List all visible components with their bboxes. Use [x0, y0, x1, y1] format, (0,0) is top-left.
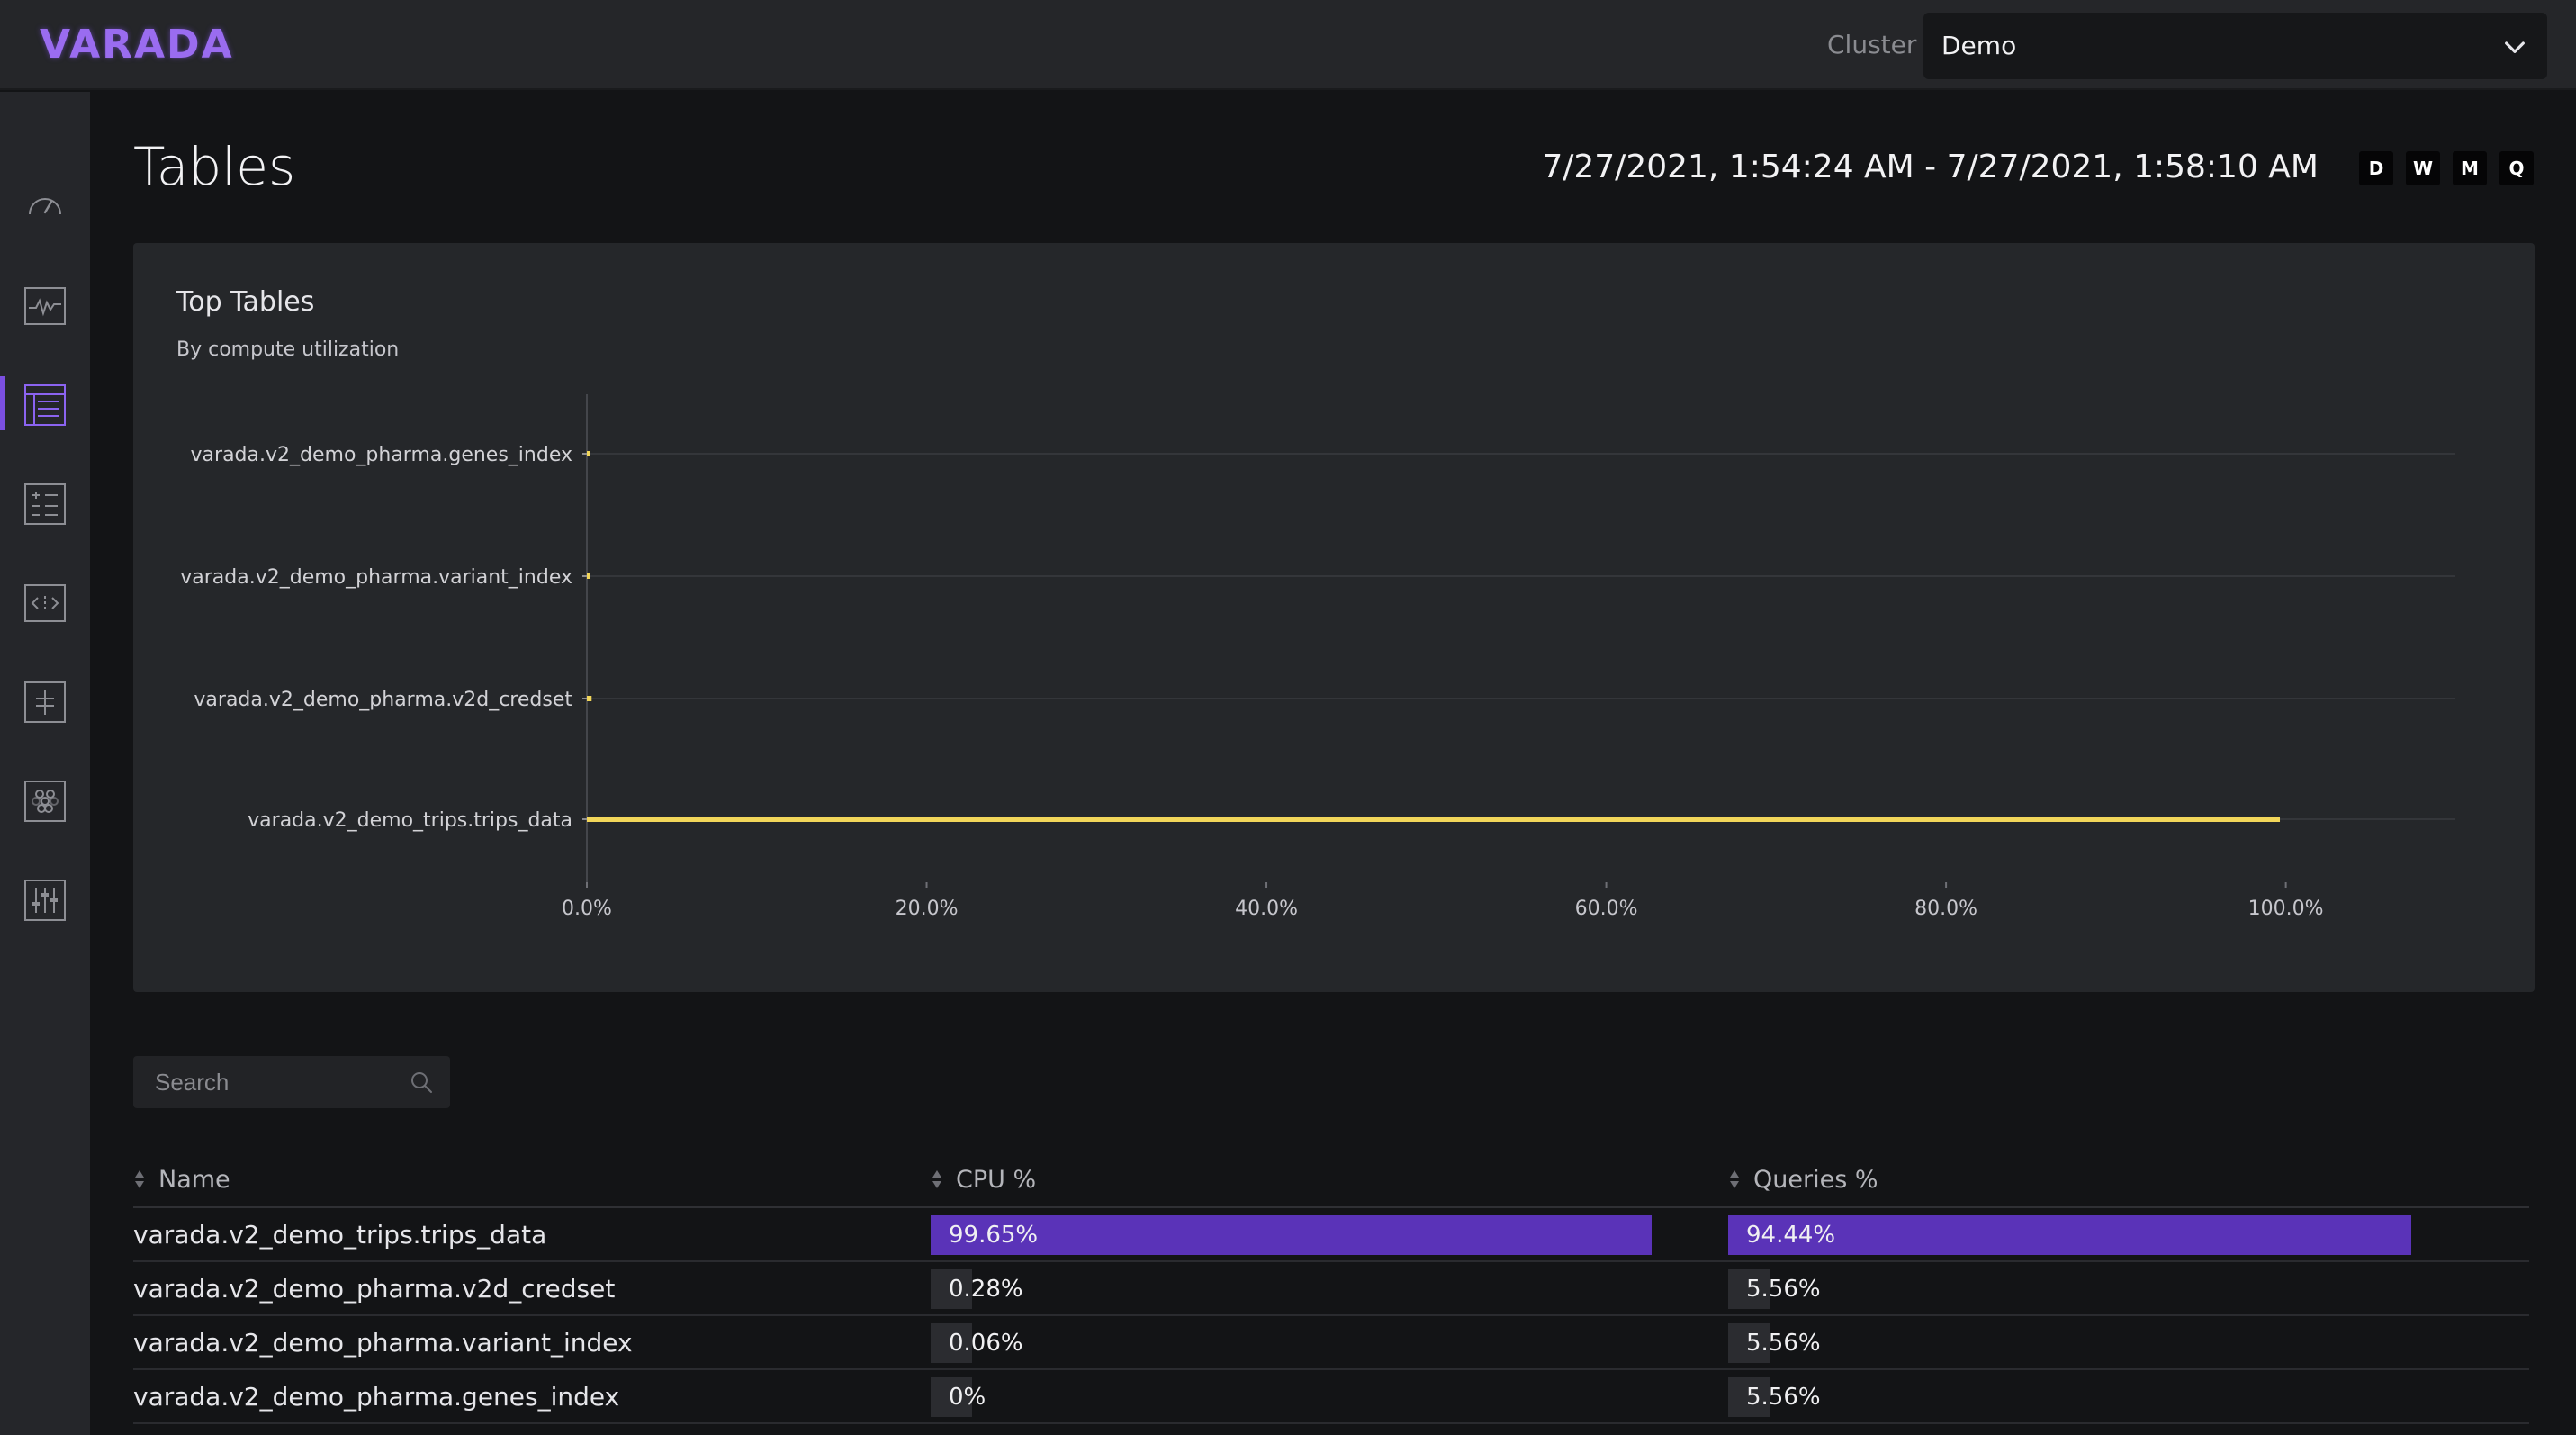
chart-bar: [587, 696, 592, 701]
queries-bar-track: [1728, 1323, 1770, 1363]
grapes-icon: [24, 781, 66, 822]
range-quarter-button[interactable]: Q: [2499, 151, 2534, 185]
chart-category-label: varada.v2_demo_pharma.genes_index: [191, 444, 572, 466]
split-icon: [24, 681, 66, 723]
chart-bar: [587, 817, 2281, 822]
table-icon: [24, 384, 66, 426]
column-header-name[interactable]: Name: [133, 1152, 230, 1206]
cpu-value: 0%: [949, 1384, 986, 1411]
cpu-value: 99.65%: [949, 1222, 1039, 1249]
chart-bar: [587, 451, 590, 456]
sidebar-item-list[interactable]: [0, 465, 90, 540]
chart-x-tick-label: 80.0%: [1914, 898, 1977, 920]
cpu-bar-track: [931, 1269, 972, 1309]
range-week-button[interactable]: W: [2406, 151, 2440, 185]
search-icon[interactable]: [409, 1069, 434, 1095]
sidebar-item-split[interactable]: [0, 663, 90, 738]
sidebar-item-tables[interactable]: [0, 366, 90, 441]
queries-bar-track: [1728, 1377, 1770, 1417]
table-cell-queries: 94.44%: [1728, 1215, 2452, 1255]
table-cell-name: varada.v2_demo_pharma.variant_index: [133, 1328, 633, 1358]
date-range[interactable]: 7/27/2021, 1:54:24 AM - 7/27/2021, 1:58:…: [1542, 149, 2319, 185]
chart-category-label: varada.v2_demo_pharma.variant_index: [180, 566, 572, 589]
queries-bar-track: [1728, 1269, 1770, 1309]
sidebar-item-grapes[interactable]: [0, 762, 90, 837]
varada-logo[interactable]: VARADA: [40, 22, 234, 68]
table-row[interactable]: varada.v2_demo_pharma.v2d_credset 0.28% 5.…: [133, 1262, 2529, 1316]
sidebar-item-activity[interactable]: [0, 266, 90, 342]
chart-x-tick-label: 0.0%: [562, 898, 612, 920]
sidebar-item-code[interactable]: [0, 564, 90, 639]
chart-category-label: varada.v2_demo_trips.trips_data: [248, 809, 572, 832]
queries-bar-fill: [1728, 1215, 2412, 1255]
table-cell-cpu: 99.65%: [931, 1215, 1654, 1255]
range-month-button[interactable]: M: [2453, 151, 2487, 185]
cpu-value: 0.28%: [949, 1276, 1023, 1303]
chart-x-tick-label: 60.0%: [1575, 898, 1638, 920]
page-title: Tables: [133, 136, 296, 197]
cpu-value: 0.06%: [949, 1330, 1023, 1357]
cluster-select-value: Demo: [1941, 31, 2017, 60]
card-title: Top Tables: [176, 286, 315, 318]
table-cell-name: varada.v2_demo_pharma.genes_index: [133, 1382, 620, 1412]
top-bar: VARADA Cluster Demo: [0, 0, 2576, 90]
range-day-button[interactable]: D: [2359, 151, 2393, 185]
chart-x-tick-label: 20.0%: [896, 898, 959, 920]
table-cell-queries: 5.56%: [1728, 1269, 2452, 1309]
top-tables-card: Top Tables By compute utilization varada…: [133, 243, 2535, 992]
cluster-label: Cluster: [1827, 30, 1917, 59]
sidebar-item-dashboard[interactable]: [0, 167, 90, 243]
gauge-icon: [29, 198, 61, 215]
table-cell-cpu: 0.28%: [931, 1269, 1654, 1309]
table-row[interactable]: varada.v2_demo_trips.trips_data 99.65% 94.…: [133, 1208, 2529, 1262]
sidebar-item-settings[interactable]: [0, 861, 90, 936]
sort-icon: [1730, 1170, 1739, 1188]
top-tables-chart: varada.v2_demo_pharma.genes_index varada.…: [180, 394, 2455, 920]
queries-value: 94.44%: [1746, 1222, 1836, 1249]
sidebar-nav: [0, 92, 90, 1435]
table-row[interactable]: varada.v2_demo_pharma.variant_index 0.06%…: [133, 1316, 2529, 1370]
list-icon: [24, 483, 66, 525]
chart-x-tick-label: 40.0%: [1235, 898, 1298, 920]
cluster-select[interactable]: Demo: [1923, 13, 2547, 79]
column-header-cpu-label: CPU %: [956, 1165, 1037, 1194]
table-cell-queries: 5.56%: [1728, 1323, 2452, 1363]
column-header-name-label: Name: [158, 1165, 230, 1194]
chart-bar: [587, 573, 590, 579]
cpu-bar-track: [931, 1377, 972, 1417]
search-box: [133, 1056, 450, 1108]
sort-icon: [135, 1170, 144, 1188]
column-header-queries-label: Queries %: [1753, 1165, 1878, 1194]
queries-value: 5.56%: [1746, 1276, 1821, 1303]
table-row[interactable]: varada.v2_demo_pharma.genes_index 0% 5.56%: [133, 1370, 2529, 1424]
chevron-down-icon: [2505, 41, 2525, 53]
table-cell-queries: 5.56%: [1728, 1377, 2452, 1417]
table-header-divider: [133, 1206, 2529, 1208]
chart-category-label: varada.v2_demo_pharma.v2d_credset: [194, 689, 572, 711]
sort-icon: [932, 1170, 941, 1188]
table-cell-cpu: 0%: [931, 1377, 1654, 1417]
table-cell-name: varada.v2_demo_pharma.v2d_credset: [133, 1274, 616, 1304]
card-subtitle: By compute utilization: [176, 338, 400, 361]
code-icon: [24, 584, 66, 622]
sliders-icon: [24, 880, 66, 921]
chart-x-tick-label: 100.0%: [2248, 898, 2324, 920]
queries-value: 5.56%: [1746, 1330, 1821, 1357]
queries-value: 5.56%: [1746, 1384, 1821, 1411]
activity-icon: [24, 287, 66, 325]
search-input[interactable]: [155, 1065, 398, 1099]
table-cell-cpu: 0.06%: [931, 1323, 1654, 1363]
column-header-cpu[interactable]: CPU %: [931, 1152, 1036, 1206]
cpu-bar-track: [931, 1323, 972, 1363]
range-buttons: D W M Q: [2359, 151, 2534, 185]
cpu-bar-fill: [931, 1215, 1653, 1255]
table-cell-name: varada.v2_demo_trips.trips_data: [133, 1220, 547, 1250]
column-header-queries[interactable]: Queries %: [1728, 1152, 1878, 1206]
